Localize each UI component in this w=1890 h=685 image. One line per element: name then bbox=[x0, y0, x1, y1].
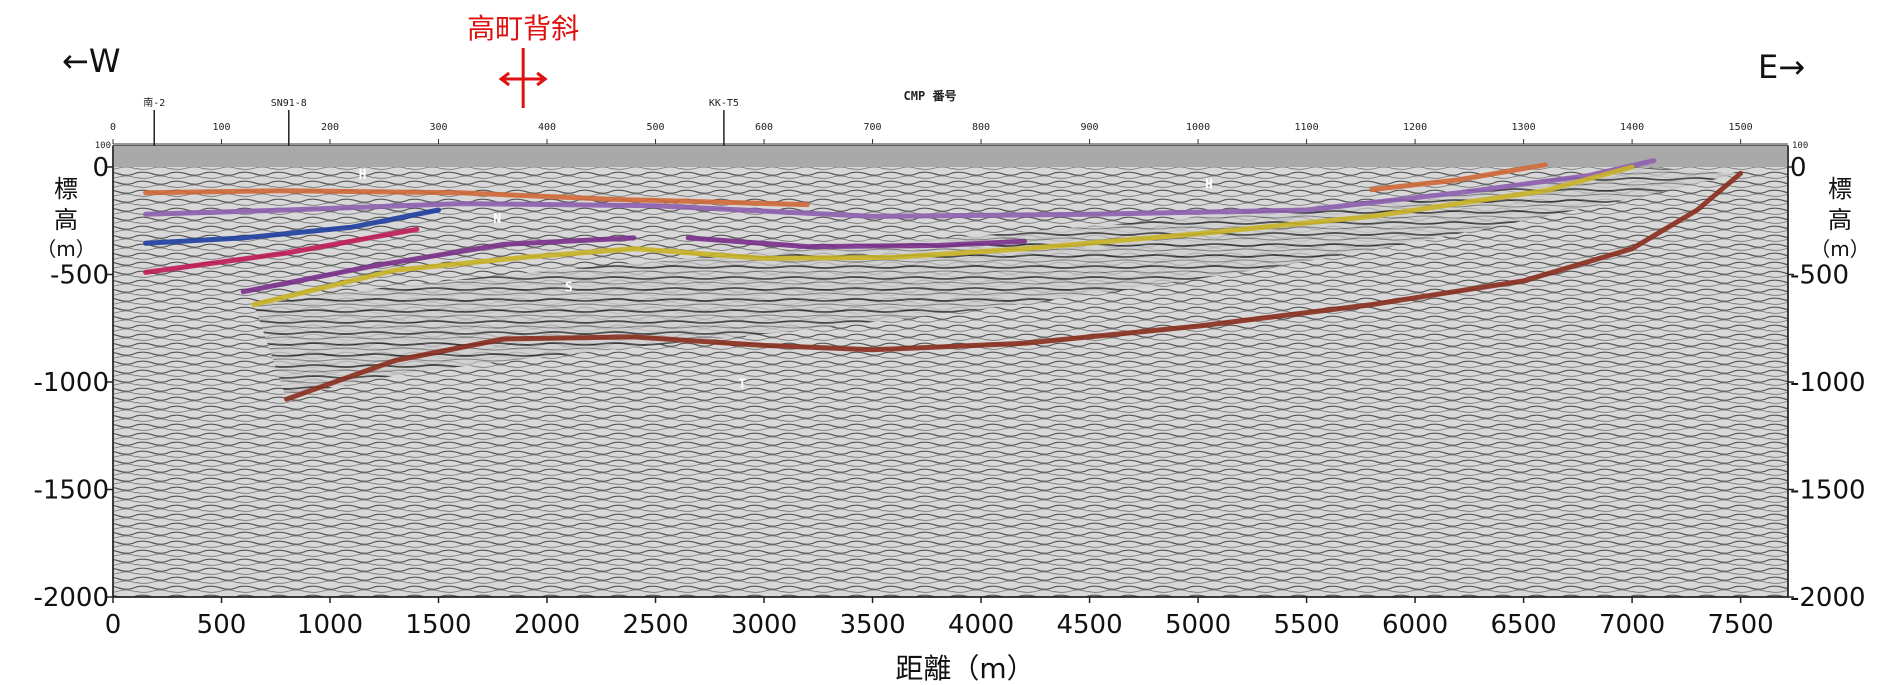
y-left-tick-label--1500: -1500 bbox=[33, 476, 109, 506]
horizon-line-9 bbox=[284, 170, 1744, 402]
x-tick-label-7000: 7000 bbox=[1599, 610, 1665, 640]
cmp-tick-label-800: 800 bbox=[972, 122, 990, 133]
cmp-tick-label-0: 0 bbox=[110, 122, 116, 133]
y-left-tick-label--500: -500 bbox=[50, 261, 109, 291]
y-left-tick-label-0: 0 bbox=[92, 153, 109, 183]
horizon-line-7 bbox=[685, 235, 1027, 250]
direction-east-label: E→ bbox=[1758, 48, 1805, 86]
cmp-tick-label-500: 500 bbox=[647, 122, 665, 133]
x-tick-label-4000: 4000 bbox=[948, 610, 1014, 640]
cmp-tick-label-1400: 1400 bbox=[1620, 122, 1644, 133]
y-axis-label-left-char-1: 標 bbox=[54, 175, 78, 203]
y-right-tick-label-0: 0 bbox=[1790, 153, 1807, 183]
horizon-label-4: S bbox=[565, 281, 573, 296]
y-right-tick-label--2000: -2000 bbox=[1790, 583, 1866, 613]
y-right-tick-label--500: -500 bbox=[1790, 261, 1849, 291]
horizon-line-3 bbox=[143, 158, 1657, 219]
horizon-label-1: H bbox=[359, 168, 367, 183]
x-tick-label-1000: 1000 bbox=[297, 610, 363, 640]
y-right-tick-label--1000: -1000 bbox=[1790, 368, 1866, 398]
y-axis-label-right: 標 高 （m） bbox=[1810, 175, 1869, 261]
x-tick-label-1500: 1500 bbox=[405, 610, 471, 640]
y-axis-label-right-char-2: 高 bbox=[1828, 206, 1852, 234]
anticline-label: 高町背斜 bbox=[467, 12, 579, 45]
y-axis-label-left: 標 高 （m） bbox=[36, 175, 95, 261]
x-tick-label-6000: 6000 bbox=[1382, 610, 1448, 640]
x-tick-label-7500: 7500 bbox=[1708, 610, 1774, 640]
cmp-tick-label-200: 200 bbox=[321, 122, 339, 133]
cmp-tick-label-1500: 1500 bbox=[1729, 122, 1753, 133]
y-axis-label-right-char-3: （m） bbox=[1810, 237, 1869, 261]
cmp-tick-label-600: 600 bbox=[755, 122, 773, 133]
cmp-tick-label-400: 400 bbox=[538, 122, 556, 133]
direction-west-label: ←W bbox=[62, 42, 120, 80]
cmp-tick-label-900: 900 bbox=[1081, 122, 1099, 133]
cmp-tick-label-1000: 1000 bbox=[1186, 122, 1210, 133]
horizon-line-1 bbox=[143, 188, 810, 208]
horizon-labels: H H N S T bbox=[359, 168, 1213, 393]
x-axis-label: 距離（m） bbox=[895, 652, 1034, 685]
y-left-tick-label--1000: -1000 bbox=[33, 368, 109, 398]
horizon-line-6 bbox=[240, 235, 637, 295]
horizon-line-8 bbox=[251, 164, 1635, 308]
y-axis-label-right-char-1: 標 bbox=[1828, 175, 1852, 203]
horizon-line-2 bbox=[1369, 162, 1548, 193]
cmp-tick-label-1300: 1300 bbox=[1512, 122, 1536, 133]
well-label-1: 南-2 bbox=[143, 96, 165, 109]
x-axis: 0 500 1000 1500 2000 2500 3000 3500 4000 4500 5000… bbox=[105, 596, 1788, 640]
anticline-arrows-icon bbox=[498, 71, 548, 87]
horizon-line-4 bbox=[143, 207, 441, 246]
x-tick-label-6500: 6500 bbox=[1490, 610, 1556, 640]
well-label-3: KK-T5 bbox=[709, 98, 739, 109]
x-tick-label-5000: 5000 bbox=[1165, 610, 1231, 640]
x-tick-label-3500: 3500 bbox=[839, 610, 905, 640]
x-tick-label-4500: 4500 bbox=[1056, 610, 1122, 640]
y-axis-label-left-char-2: 高 bbox=[54, 206, 78, 234]
reflector-band bbox=[254, 167, 1741, 400]
horizon-label-5: T bbox=[738, 377, 746, 392]
x-tick-label-2000: 2000 bbox=[514, 610, 580, 640]
surface-noise-strip bbox=[113, 146, 1788, 167]
cmp-axis-title: CMP 番号 bbox=[904, 88, 957, 103]
x-tick-label-5500: 5500 bbox=[1273, 610, 1339, 640]
cmp-tick-label-300: 300 bbox=[429, 122, 447, 133]
cmp-tick-label-700: 700 bbox=[864, 122, 882, 133]
well-label-2: SN91-8 bbox=[271, 98, 307, 109]
y-left-tick-label--2000: -2000 bbox=[33, 583, 109, 613]
cmp-tick-label-1200: 1200 bbox=[1403, 122, 1427, 133]
well-markers: 南-2 SN91-8 KK-T5 bbox=[143, 96, 739, 146]
x-tick-label-2500: 2500 bbox=[622, 610, 688, 640]
x-tick-label-0: 0 bbox=[105, 610, 122, 640]
anticline-marker: 高町背斜 bbox=[467, 12, 579, 108]
x-tick-label-500: 500 bbox=[197, 610, 247, 640]
horizon-label-2: H bbox=[1205, 178, 1213, 193]
horizon-line-5 bbox=[143, 226, 420, 275]
cmp-tick-label-100: 100 bbox=[212, 122, 230, 133]
y-axis-label-left-char-3: （m） bbox=[36, 237, 95, 261]
cmp-axis-edge-label-left: 100 bbox=[95, 141, 111, 151]
horizon-lines bbox=[143, 158, 1744, 402]
y-right-tick-label--1500: -1500 bbox=[1790, 476, 1866, 506]
cmp-axis: 0 100 200 300 400 500 600 700 800 900 1000 1100 1200… bbox=[110, 122, 1788, 145]
horizon-label-3: N bbox=[493, 212, 501, 227]
y-axis-right: 0 -500 -1000 -1500 -2000 bbox=[1787, 146, 1866, 613]
cmp-axis-edge-label-right: 100 bbox=[1792, 141, 1808, 151]
cmp-tick-label-1100: 1100 bbox=[1295, 122, 1319, 133]
x-tick-label-3000: 3000 bbox=[731, 610, 797, 640]
y-axis-left: 0 -500 -1000 -1500 -2000 bbox=[33, 146, 114, 613]
